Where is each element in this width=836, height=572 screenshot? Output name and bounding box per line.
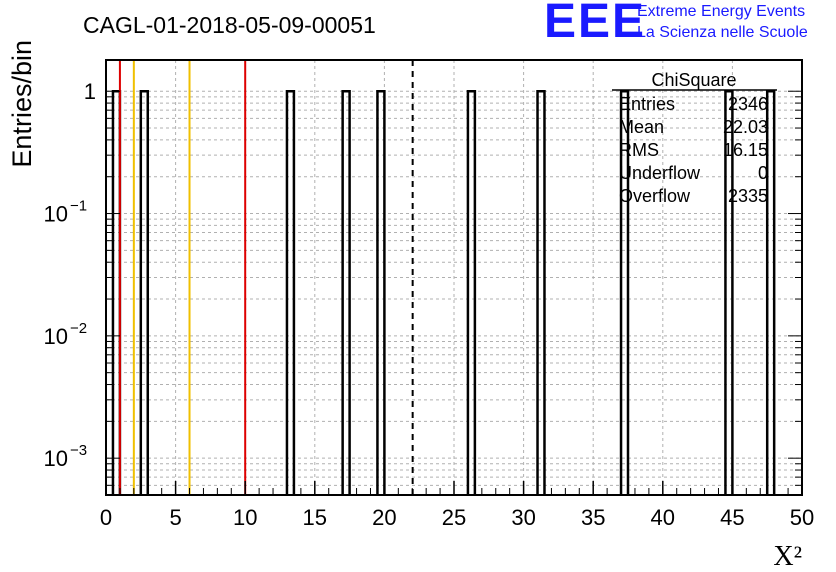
histogram-bin	[111, 89, 122, 495]
histogram-bin	[536, 89, 546, 495]
x-tick-label: 0	[100, 505, 112, 530]
stats-row-label: Overflow	[619, 186, 691, 206]
logo-line-2: La Scienza nelle Scuole	[637, 24, 808, 41]
stats-row-label: RMS	[619, 140, 659, 160]
stats-row-label: Entries	[619, 94, 675, 114]
histogram-bin	[285, 89, 296, 495]
histogram-bin	[724, 89, 734, 495]
histogram-bin	[619, 89, 630, 495]
chart-title: CAGL-01-2018-05-09-00051	[83, 12, 376, 38]
x-tick-label: 25	[442, 505, 466, 530]
y-tick-label-base: 10	[44, 446, 68, 471]
y-tick-labels: 110−110−210−3	[44, 79, 96, 471]
axis-ticks	[105, 90, 803, 496]
x-tick-label: 10	[233, 505, 257, 530]
stats-row-value: 2335	[728, 186, 768, 206]
histogram-bin	[139, 89, 150, 495]
y-tick-label: 1	[84, 79, 96, 104]
y-tick-label-base: 10	[44, 324, 68, 349]
grid	[106, 60, 802, 496]
stats-row-label: Underflow	[619, 163, 701, 183]
x-tick-label: 20	[372, 505, 396, 530]
stats-row-value: 0	[758, 163, 768, 183]
eee-logo: EEE	[544, 0, 647, 48]
y-tick-label-exponent: −2	[70, 320, 87, 337]
y-tick-label-exponent: −1	[70, 198, 87, 215]
y-tick-label-base: 10	[44, 202, 68, 227]
x-tick-label: 45	[720, 505, 744, 530]
histogram-bin	[765, 89, 776, 495]
reference-lines	[118, 60, 414, 495]
x-tick-label: 35	[581, 505, 605, 530]
stats-row-label: Mean	[619, 117, 664, 137]
histogram-bin	[466, 89, 477, 495]
histogram-bin	[341, 89, 351, 495]
stats-row-value: 22.03	[723, 117, 768, 137]
x-axis-label: X²	[773, 541, 802, 572]
x-tick-label: 50	[790, 505, 814, 530]
stats-title: ChiSquare	[651, 70, 736, 90]
x-tick-labels: 0 5 10 15 20 25 30 35 40 45 50	[100, 505, 814, 530]
x-tick-label: 40	[651, 505, 675, 530]
stats-box: ChiSquare Entries 2346 Mean 22.03 RMS 16.15 Un…	[612, 70, 777, 206]
histogram-bin	[376, 89, 386, 495]
x-tick-label: 5	[169, 505, 181, 530]
bars	[111, 89, 776, 495]
x-tick-label: 30	[511, 505, 535, 530]
stats-row-value: 2346	[728, 94, 768, 114]
logo-line-1: Extreme Energy Events	[637, 3, 806, 20]
stats-rows: Entries 2346 Mean 22.03 RMS 16.15 Underflow 0 Ov…	[619, 94, 768, 206]
stats-row-value: 16.15	[723, 140, 768, 160]
x-tick-label: 15	[303, 505, 327, 530]
y-tick-label-exponent: −3	[70, 442, 87, 459]
y-axis-label: Entries/bin	[7, 40, 37, 168]
